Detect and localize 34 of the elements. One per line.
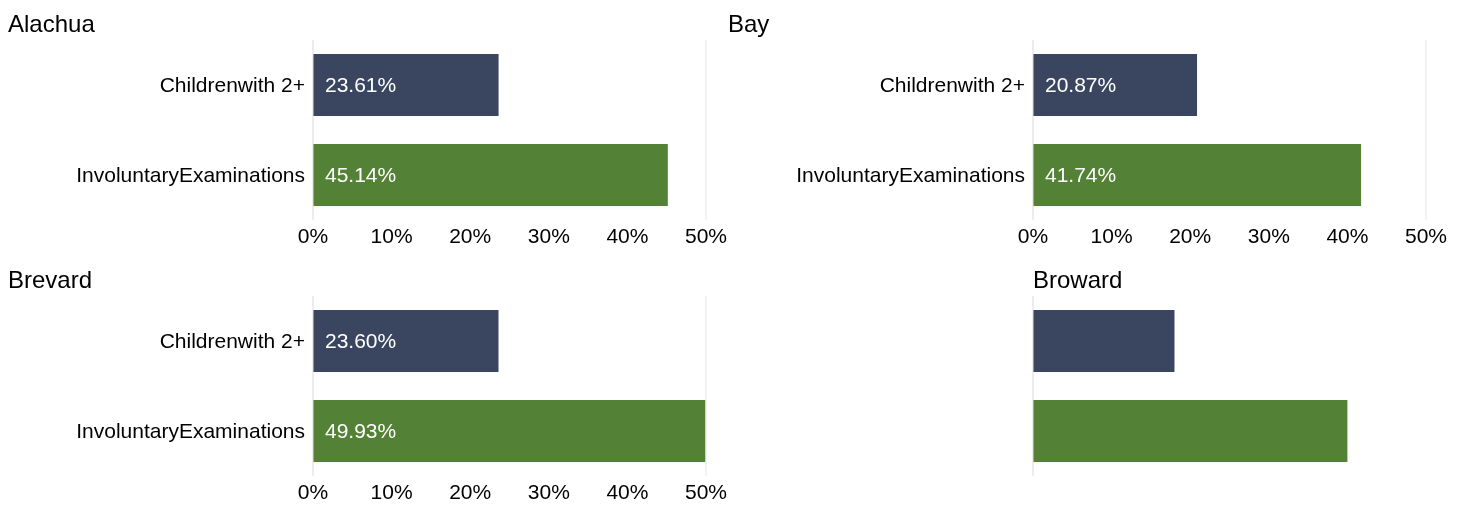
y-tick-label: InvoluntaryExaminations bbox=[796, 163, 1025, 187]
data-label: 23.60% bbox=[325, 329, 397, 353]
x-tick-label: 50% bbox=[1404, 223, 1448, 247]
x-tick-label: 30% bbox=[527, 479, 570, 503]
x-tick-label: 10% bbox=[370, 479, 413, 503]
data-label: 20.87% bbox=[1045, 73, 1117, 97]
x-tick-label: 0% bbox=[297, 479, 329, 503]
x-tick-label: 30% bbox=[1247, 223, 1290, 247]
x-tick-label: 50% bbox=[684, 223, 728, 247]
text: Brevard bbox=[8, 266, 93, 293]
x-tick-label: 20% bbox=[449, 223, 492, 247]
chart-title: Broward bbox=[1033, 266, 1123, 293]
y-tick-label: Childrenwith 2+ bbox=[879, 73, 1025, 97]
x-tick-label: 10% bbox=[1090, 223, 1133, 247]
data-label: 23.61% bbox=[325, 73, 397, 97]
x-tick-label: 0% bbox=[1017, 223, 1049, 247]
x-tick-label: 50% bbox=[684, 479, 728, 503]
x-tick-label: 40% bbox=[606, 223, 649, 247]
x-tick-label: 40% bbox=[606, 479, 649, 503]
x-tick-label: 30% bbox=[527, 223, 570, 247]
x-tick-label: 10% bbox=[370, 223, 413, 247]
data-label: 45.14% bbox=[325, 163, 397, 187]
text: Bay bbox=[728, 10, 770, 37]
data-label: 41.74% bbox=[1045, 163, 1117, 187]
text: Alachua bbox=[8, 10, 96, 37]
x-tick-label: 20% bbox=[449, 479, 492, 503]
x-tick-label: 20% bbox=[1169, 223, 1212, 247]
data-label: 49.93% bbox=[325, 419, 397, 443]
x-tick-label: 40% bbox=[1326, 223, 1369, 247]
y-tick-label: Childrenwith 2+ bbox=[159, 73, 305, 97]
y-tick-label: Childrenwith 2+ bbox=[159, 329, 305, 353]
y-tick-label: InvoluntaryExaminations bbox=[76, 163, 305, 187]
y-tick-label: InvoluntaryExaminations bbox=[76, 419, 305, 443]
x-tick-label: 0% bbox=[297, 223, 329, 247]
